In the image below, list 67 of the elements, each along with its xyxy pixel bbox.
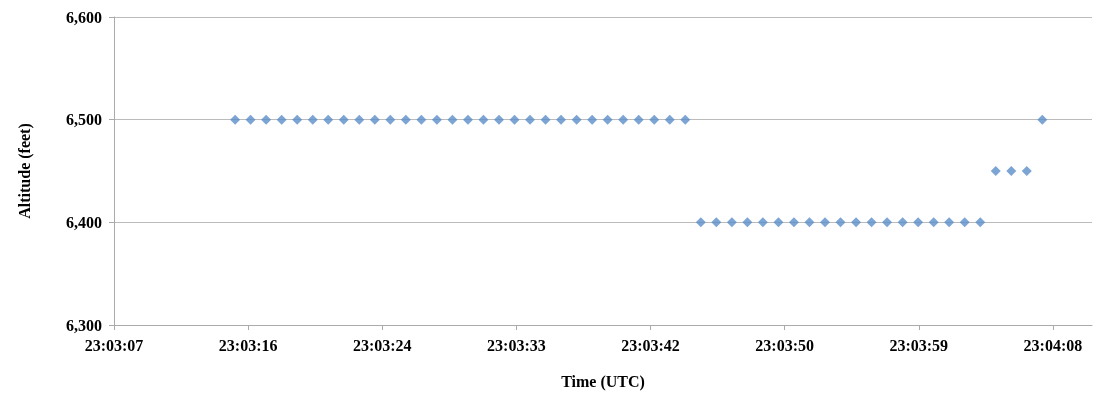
- point: [230, 114, 241, 125]
- point: [478, 114, 489, 125]
- point: [276, 114, 287, 125]
- point: [525, 114, 536, 125]
- point: [757, 217, 768, 228]
- point: [649, 114, 660, 125]
- point: [369, 114, 380, 125]
- y-tick-label: 6,500: [66, 111, 102, 129]
- point: [494, 114, 504, 125]
- y-tick-label: 6,300: [66, 316, 102, 334]
- point: [385, 114, 396, 125]
- point: [1021, 166, 1032, 176]
- x-axis-title: Time (UTC): [561, 372, 645, 391]
- point: [913, 217, 924, 228]
- point: [788, 217, 799, 228]
- point: [431, 114, 442, 125]
- x-tick-label: 23:03:42: [621, 336, 680, 354]
- point: [633, 114, 644, 125]
- point: [261, 114, 272, 125]
- point: [462, 114, 473, 125]
- point: [416, 114, 427, 125]
- x-tick-label: 23:03:16: [218, 336, 278, 354]
- point: [540, 114, 551, 125]
- point: [835, 217, 846, 228]
- point: [711, 217, 722, 228]
- y-axis-title: Altitude (feet): [15, 123, 34, 219]
- point: [695, 217, 706, 228]
- point: [245, 114, 256, 125]
- point: [447, 114, 458, 125]
- point: [664, 114, 675, 125]
- point: [959, 217, 970, 228]
- point: [804, 217, 815, 228]
- x-tick-label: 23:04:08: [1023, 336, 1083, 354]
- y-tick-label: 6,600: [66, 8, 102, 26]
- point: [618, 114, 629, 125]
- point: [897, 217, 908, 228]
- x-tick-label: 23:03:59: [889, 336, 949, 354]
- point: [742, 217, 753, 228]
- point: [292, 114, 303, 125]
- point: [338, 114, 349, 125]
- point: [556, 114, 567, 125]
- y-tick-label: 6,400: [66, 213, 102, 231]
- point: [323, 114, 334, 125]
- x-tick-label: 23:03:33: [487, 336, 546, 354]
- point: [571, 114, 582, 125]
- point: [587, 114, 598, 125]
- point: [726, 217, 737, 228]
- x-tick-label: 23:03:50: [755, 336, 814, 354]
- point: [819, 217, 830, 228]
- point: [602, 114, 613, 125]
- point: [851, 217, 862, 228]
- point: [400, 114, 411, 125]
- point: [509, 114, 520, 125]
- point: [354, 114, 365, 125]
- point: [990, 166, 1001, 176]
- point: [680, 114, 691, 125]
- point: [866, 217, 877, 228]
- point: [1006, 166, 1017, 176]
- point: [975, 217, 986, 228]
- point: [773, 217, 784, 228]
- point: [882, 217, 893, 228]
- point: [1037, 114, 1048, 125]
- x-tick-label: 23:03:24: [352, 336, 412, 354]
- point: [307, 114, 318, 125]
- x-tick-label: 23:03:07: [84, 336, 144, 354]
- point: [928, 217, 939, 228]
- point: [944, 217, 955, 228]
